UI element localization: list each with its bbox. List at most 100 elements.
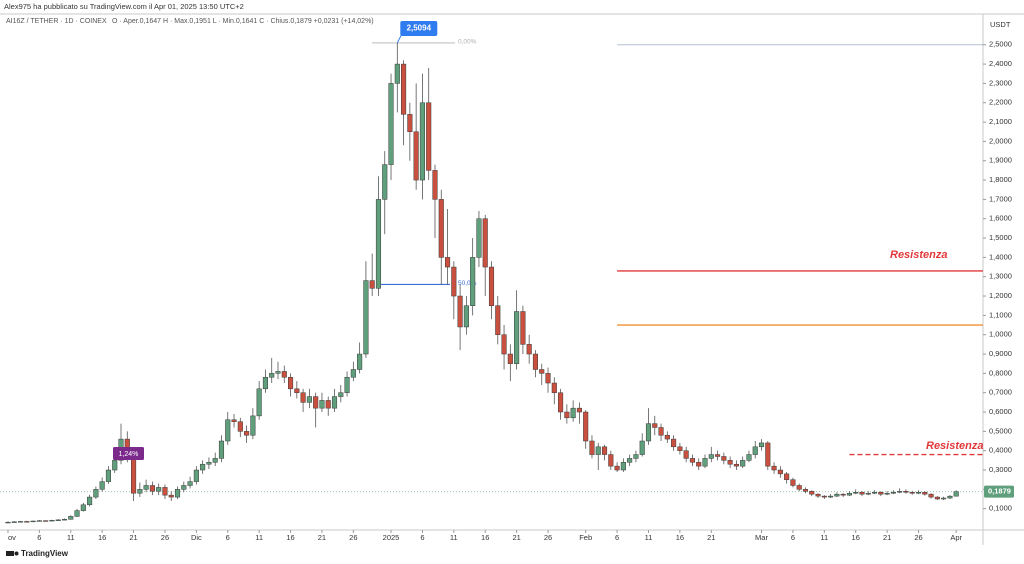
x-tick-label: 6 [37,533,41,542]
y-tick-label: 0,1000 [989,504,1012,513]
candle-body [244,431,250,436]
candle-body [576,407,582,413]
candle-body [294,388,300,393]
candle-body [30,520,36,523]
candle-body [583,411,589,442]
candle-body [105,469,111,482]
x-tick-label: 16 [676,533,684,542]
candle-body [156,487,162,492]
annotation: Resistenza [890,249,947,261]
candle-body [5,521,11,524]
y-tick-label: 1,8000 [989,175,1012,184]
tag-box [113,447,144,460]
candle-body [17,521,24,523]
y-tick-label: 1,5000 [989,233,1012,242]
candle-body [777,469,783,475]
candle-body [338,392,344,397]
symbol: AI16Z / TETHER · 1D · COINEX [6,18,107,25]
y-tick-label: 0,6000 [989,407,1012,416]
candle-body [815,493,821,497]
candle-body [922,491,928,495]
candle-body [601,446,608,455]
candle-body [275,371,281,374]
candle-body [432,170,438,200]
candle-body [193,469,199,482]
candle-body [828,495,834,498]
last-price-label: 0,1879 [988,487,1011,496]
candle-body [589,440,595,455]
candle-body [539,369,545,374]
candle-body [740,460,746,467]
candle-body [237,421,243,432]
candle-body [463,305,469,328]
candle-body [269,373,275,378]
candle-body [24,521,30,523]
candle-body [256,388,262,417]
candle-body [890,491,896,494]
candle-body [357,353,363,370]
candle-body [702,458,708,467]
candle-body [551,382,557,393]
candle-body [149,485,155,492]
x-tick-label: Mar [755,533,768,542]
y-tick-label: 2,5000 [989,40,1012,49]
x-tick-label: 6 [420,533,424,542]
candle-body [727,460,733,465]
candle-body [758,442,765,448]
candle-body [413,131,419,181]
candle-body [865,492,871,495]
y-tick-label: 2,0000 [989,136,1012,145]
y-tick-label: 0,3000 [989,465,1012,474]
candle-body [476,218,482,258]
candle-body [846,492,852,496]
y-tick-label: 1,0000 [989,330,1012,339]
y-tick-label: 0,8000 [989,368,1012,377]
candle-body [495,305,501,335]
candle-body [677,446,683,451]
candle-body [620,462,626,471]
fib-label: 0,00% [458,39,477,46]
candle-body [545,373,551,384]
candle-body [721,456,727,461]
candle-body [802,489,809,492]
candle-body [288,376,294,390]
x-tick-label: 16 [852,533,860,542]
candle-body [350,369,356,378]
candle-body [903,491,909,493]
candle-body [859,491,865,495]
x-tick-label: 16 [481,533,489,542]
y-tick-label: 1,6000 [989,214,1012,223]
candle-body [68,516,74,520]
candle-body [375,199,382,289]
candle-body [715,454,721,457]
candle-body [614,465,620,471]
candle-body [934,496,940,500]
candle-body [564,411,570,419]
candle-body [325,400,331,409]
candle-body [363,280,369,355]
candle-body [595,446,601,455]
candle-body [520,311,526,345]
candle-body [482,218,488,268]
candle-body [200,463,206,471]
annotation: Resistenza [926,440,983,452]
y-tick-label: 2,4000 [989,59,1012,68]
candle-body [953,491,959,497]
axis-unit: USDT [990,20,1011,29]
candle-body [796,485,802,490]
x-tick-label: 11 [645,533,653,542]
candle-body [131,458,137,494]
candle-body [225,419,231,442]
candle-body [570,407,576,419]
y-tick-label: 1,7000 [989,194,1012,203]
candle-body [87,496,93,506]
candle-body [947,495,953,499]
candle-body [821,495,827,498]
candle-body [187,481,193,486]
candle-body [526,344,532,355]
candle-body [407,114,413,132]
peak-label: 2,5094 [407,24,432,33]
x-tick-label: 16 [286,533,294,542]
x-tick-label: 26 [349,533,357,542]
